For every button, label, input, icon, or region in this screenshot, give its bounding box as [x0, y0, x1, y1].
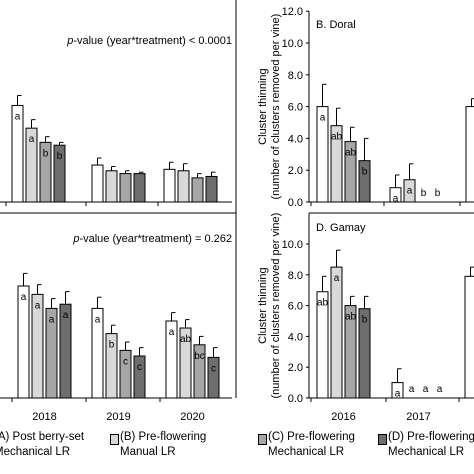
chart-a-bar	[119, 173, 132, 203]
chart-d-y-tick-label: 10.0	[282, 239, 303, 251]
chart-b-sig-letter: ab	[345, 148, 357, 159]
legend: (A) Post berry-set Mechanical LR (B) Pre…	[0, 430, 474, 474]
chart-a-sig-letter: b	[43, 148, 49, 159]
chart-d-sig-letter: b	[362, 315, 368, 326]
legend-swatch-b	[110, 434, 119, 445]
chart-b-bar	[465, 106, 474, 203]
chart-d-bar	[330, 266, 343, 399]
chart-d-y-tick-label: 0.0	[288, 393, 303, 405]
legend-label-b-line2: Manual LR	[120, 446, 176, 458]
chart-b-y-tick-label: 12.0	[282, 6, 303, 18]
chart-d-x-tick-label: 2016	[331, 411, 355, 423]
chart-c-x-tick-label: 2018	[32, 411, 56, 423]
chart-b-y-tick-label: 8.0	[288, 70, 303, 82]
legend-label-d-line2: Mechanical LR	[388, 446, 465, 458]
chart-b-y-tick-label: 0.0	[288, 197, 303, 209]
legend-swatch-d	[378, 434, 387, 445]
chart-c-x-tick-label: 2019	[106, 411, 130, 423]
chart-d-sig-letter: a	[334, 273, 340, 284]
chart-b-sig-letter: b	[435, 188, 441, 199]
chart-a-sig-letter: a	[29, 134, 35, 145]
chart-c-sig-letter: c	[137, 362, 142, 373]
legend-label-d-line1: (D) Pre-flowering	[388, 431, 474, 443]
chart-d-sig-letter: a	[409, 384, 415, 395]
chart-d-bar	[464, 275, 474, 399]
chart-c-annotation: p-value (year*treatment) = 0.262	[72, 233, 232, 245]
chart-a-sig-letter: a	[15, 111, 21, 122]
chart-b-y-tick-label: 4.0	[288, 133, 303, 145]
chart-a-annotation: p-value (year*treatment) < 0.0001	[66, 35, 232, 47]
chart-c-sig-letter: b	[109, 340, 115, 351]
chart-c-sig-letter: a	[49, 314, 55, 325]
chart-d-y-tick-label: 8.0	[288, 270, 303, 282]
chart-d-y-tick-label: 6.0	[288, 301, 303, 313]
chart-d-y-tick-label: 2.0	[288, 362, 303, 374]
chart-b-y-tick-label: 10.0	[282, 38, 303, 50]
chart-b-y-tick-label: 6.0	[288, 102, 303, 114]
chart-b-y-label: Cluster thinning(number of clusters remo…	[257, 14, 282, 200]
chart-d-sig-letter: a	[395, 389, 401, 400]
chart-d-x-tick-label: 2017	[406, 411, 430, 423]
chart-a-bar	[191, 177, 204, 203]
chart-a-sig-letter: b	[57, 151, 63, 162]
chart-d-sig-letter: ab	[317, 298, 329, 309]
chart-b-sig-letter: a	[320, 113, 326, 124]
chart-d-title: D. Gamay	[316, 222, 366, 234]
chart-c-sig-letter: a	[169, 327, 175, 338]
chart-b-sig-letter: ab	[331, 132, 343, 143]
chart-b-y-tick-label: 2.0	[288, 165, 303, 177]
chart-c-sig-letter: c	[123, 356, 128, 367]
chart-c-sig-letter: a	[63, 310, 69, 321]
legend-swatch-c	[258, 434, 267, 445]
chart-d-sig-letter: a	[437, 384, 443, 395]
legend-label-c-line2: Mechanical LR	[268, 446, 345, 458]
chart-a-bar	[133, 173, 146, 203]
chart-c-x-tick-label: 2020	[180, 411, 204, 423]
chart-a-bar	[177, 170, 190, 203]
chart-b-sig-letter: a	[407, 186, 413, 197]
chart-a-bar	[91, 164, 104, 203]
chart-d-sig-letter: ab	[345, 312, 357, 323]
chart-a-bar	[205, 175, 218, 203]
chart-b-sig-letter: b	[421, 188, 427, 199]
chart-c-sig-letter: a	[35, 300, 41, 311]
chart-b-title: B. Doral	[316, 19, 356, 31]
chart-a-bar	[105, 170, 118, 203]
chart-c-sig-letter: ab	[180, 334, 192, 345]
chart-c-sig-letter: c	[211, 363, 216, 374]
chart-c-sig-letter: a	[95, 314, 101, 325]
chart-d-y-label: Cluster thinning(number of clusters remo…	[257, 213, 282, 399]
chart-d-y-tick-label: 4.0	[288, 331, 303, 343]
legend-label-a-line1: (A) Post berry-set	[0, 431, 85, 443]
chart-a-bar	[163, 168, 176, 203]
chart-c-sig-letter: bc	[194, 351, 205, 362]
chart-d-sig-letter: a	[423, 384, 429, 395]
legend-label-a-line2: Mechanical LR	[0, 446, 71, 458]
chart-b-sig-letter: b	[362, 167, 368, 178]
legend-label-c-line1: (C) Pre-flowering	[268, 431, 355, 443]
chart-c-sig-letter: a	[21, 292, 27, 303]
legend-label-b-line1: (B) Pre-flowering	[120, 431, 207, 443]
chart-b-sig-letter: a	[393, 194, 399, 205]
